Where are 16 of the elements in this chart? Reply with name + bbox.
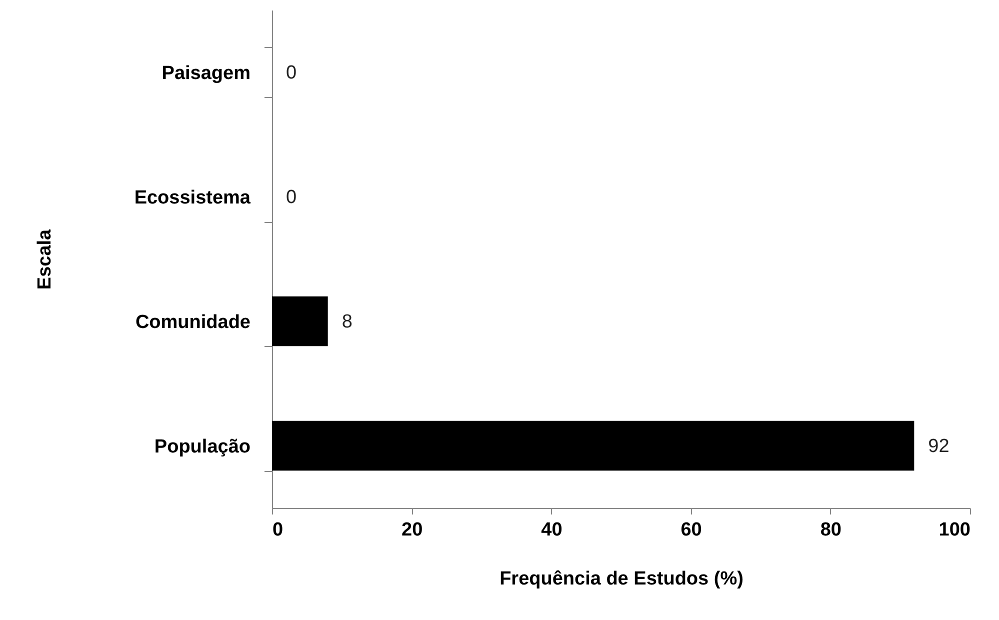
y-axis-title: Escala: [34, 228, 56, 290]
x-tick-label: 20: [402, 520, 423, 540]
x-tick-label: 60: [680, 520, 702, 540]
data-label: 0: [286, 62, 297, 84]
x-tick-label: 0: [272, 520, 284, 540]
y-tick-label: Comunidade: [135, 312, 250, 333]
y-tick-label: População: [154, 436, 250, 458]
y-tick-label: Ecossistema: [134, 187, 251, 208]
data-label: 0: [286, 186, 297, 208]
x-axis-title: Frequência de Estudos (%): [500, 568, 744, 590]
x-tick-label: 80: [820, 520, 842, 540]
data-label: 92: [928, 436, 950, 457]
data-label: 8: [342, 311, 352, 332]
x-tick-label: 100: [938, 520, 970, 540]
x-tick-label: 40: [541, 520, 562, 540]
y-tick-label: Paisagem: [162, 62, 250, 84]
